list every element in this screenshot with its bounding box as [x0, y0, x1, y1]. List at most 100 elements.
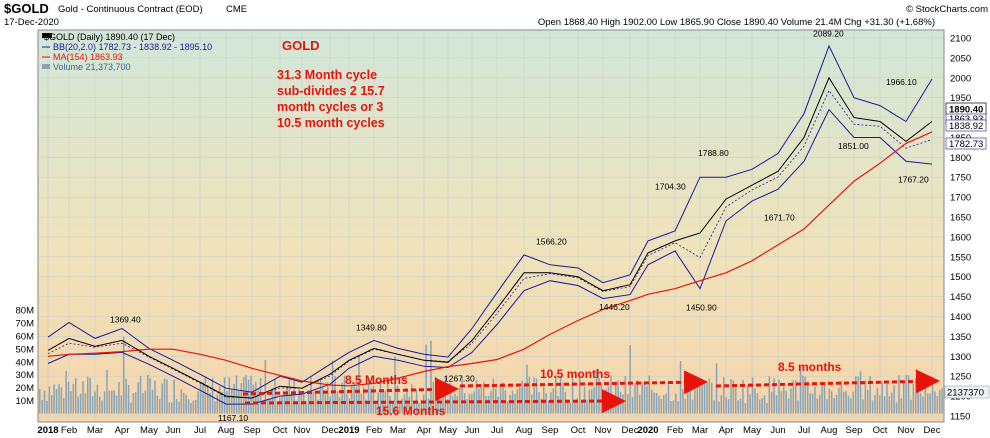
volume-bar: [891, 392, 893, 414]
date-tick-label: Nov: [294, 425, 311, 436]
volume-bar: [528, 376, 531, 414]
volume-bar: [219, 386, 221, 414]
volume-bar: [55, 389, 58, 414]
volume-bar: [773, 378, 775, 414]
volume-bar: [391, 401, 394, 414]
volume-bar: [744, 403, 747, 414]
volume-bar: [185, 394, 187, 414]
bollinger-upper-band: [47, 44, 933, 393]
volume-bar: [888, 396, 891, 414]
volume-bar: [771, 391, 773, 414]
volume-bar: [917, 382, 919, 414]
volume-bar: [828, 388, 831, 414]
volume-bar: [82, 381, 84, 414]
volume-bar: [847, 395, 850, 414]
volume-bar: [778, 379, 780, 414]
price-tick-label: 2100: [950, 33, 971, 44]
volume-bar: [905, 375, 907, 414]
cycle-arrow-3: [715, 369, 940, 394]
volume-bar: [814, 386, 816, 414]
date-tick-label: Sep: [846, 425, 863, 436]
volume-bar: [766, 403, 768, 414]
volume-bar: [622, 394, 624, 414]
volume-bar: [691, 399, 694, 414]
volume-bar: [483, 382, 485, 414]
volume-bar: [77, 396, 79, 414]
volume-bar: [643, 381, 646, 414]
price-tick-label: 2050: [950, 53, 971, 64]
volume-bar: [84, 393, 87, 414]
date-tick-label: Jun: [464, 425, 479, 436]
date-tick-label: Oct: [273, 425, 288, 436]
volume-bar: [192, 400, 195, 414]
volume-bar: [423, 394, 425, 414]
volume-bar: [790, 388, 792, 414]
volume-bar: [689, 389, 691, 414]
price-annotation: 1349.80: [356, 323, 387, 333]
volume-last-label: 2137370: [947, 388, 984, 399]
volume-bar: [187, 399, 190, 414]
volume-bar: [598, 378, 600, 414]
volume-bar: [665, 393, 667, 414]
volume-bar: [727, 399, 730, 414]
price-annotation: 1167.10: [218, 413, 248, 423]
date-tick-label: Feb: [61, 425, 77, 436]
volume-bar: [329, 396, 331, 414]
price-annotation: 2089.20: [813, 28, 844, 38]
volume-bar: [747, 385, 749, 414]
volume-bar: [401, 398, 403, 414]
volume-bar: [202, 382, 204, 414]
volume-bar: [711, 382, 713, 414]
volume-bar: [377, 392, 379, 414]
volume-bar: [456, 395, 459, 414]
volume-bar: [934, 391, 936, 414]
volume-bar: [166, 379, 168, 414]
volume-bar: [682, 388, 684, 414]
volume-bar: [715, 363, 718, 414]
volume-bar: [281, 396, 283, 414]
volume-bar: [154, 380, 156, 414]
volume-bar: [127, 384, 130, 414]
date-tick-label: Feb: [667, 425, 683, 436]
volume-bar: [576, 398, 579, 414]
date-tick-label: Dec: [924, 425, 941, 436]
volume-bar: [694, 384, 696, 414]
volume-bar: [780, 391, 783, 414]
legend-ma: MA(154) 1863.93: [53, 52, 123, 62]
volume-bar: [255, 381, 257, 414]
volume-bar: [660, 398, 663, 414]
volume-bar: [72, 384, 75, 414]
volume-bar: [641, 381, 643, 414]
volume-bar: [557, 396, 559, 414]
bb-mid-box: [945, 119, 987, 132]
volume-bar: [696, 380, 699, 414]
volume-bar: [204, 376, 207, 414]
date-tick-label: 2020: [637, 425, 658, 436]
price-tick-label: 1350: [950, 332, 971, 343]
note-title: GOLD: [282, 38, 320, 53]
volume-bar: [677, 400, 679, 414]
volume-bar: [840, 381, 843, 414]
volume-bar: [240, 383, 243, 414]
plot-border: [37, 29, 945, 423]
volume-bar: [147, 375, 149, 414]
volume-bar: [761, 398, 763, 414]
price-tick-label: 1650: [950, 213, 971, 224]
volume-bar: [739, 398, 742, 414]
volume-bar: [540, 398, 543, 414]
volume-bar: [936, 396, 939, 414]
date-tick-label: Apr: [115, 425, 130, 436]
date-tick-label: Jun: [165, 425, 180, 436]
volume-bar: [262, 401, 264, 414]
bb-lower-label: 1782.73: [949, 139, 983, 150]
volume-bar: [183, 393, 185, 414]
volume-bar: [768, 376, 771, 414]
volume-bar: [123, 336, 125, 414]
volume-bar: [118, 382, 120, 414]
volume-bar: [341, 382, 343, 414]
bb-lower-box: [945, 137, 987, 150]
volume-bar: [799, 366, 802, 414]
volume-bar: [672, 400, 675, 414]
volume-bar: [379, 381, 382, 414]
volume-bar: [797, 400, 799, 414]
